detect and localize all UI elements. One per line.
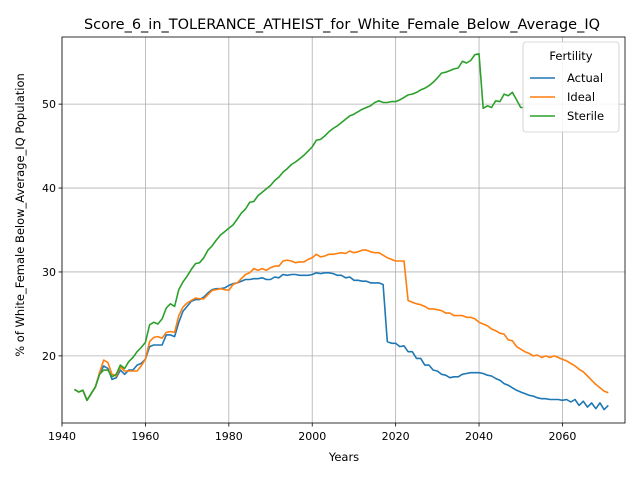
legend-label-sterile: Sterile xyxy=(567,109,604,123)
x-tick-label: 1980 xyxy=(215,430,243,443)
x-tick-label: 2000 xyxy=(298,430,326,443)
series-lines xyxy=(74,53,609,411)
y-tick-label: 50 xyxy=(42,98,56,111)
chart-title: Score_6_in_TOLERANCE_ATHEIST_for_White_F… xyxy=(84,17,600,33)
x-axis-label: Years xyxy=(328,450,359,464)
plot-frame xyxy=(61,36,626,424)
y-tick-label: 20 xyxy=(42,350,56,363)
x-tick-label: 2020 xyxy=(382,430,410,443)
series-line-sterile xyxy=(74,53,525,402)
x-tick-label: 1960 xyxy=(131,430,159,443)
series-line-ideal xyxy=(74,249,609,402)
legend-label-actual: Actual xyxy=(567,71,603,85)
y-tick-label: 30 xyxy=(42,266,56,279)
x-tick-label: 2040 xyxy=(465,430,493,443)
x-tick-label: 2060 xyxy=(548,430,576,443)
legend-title: Fertility xyxy=(549,49,592,63)
series-line-actual xyxy=(74,272,609,411)
legend-box xyxy=(522,41,620,133)
y-axis-label: % of White_Female Below_Average_IQ Popul… xyxy=(13,73,27,357)
legend-label-ideal: Ideal xyxy=(567,90,595,104)
axis-ticks: 1940 1960 1980 2000 2020 2040 2060 20 30 40 50 xyxy=(42,98,576,443)
y-tick-label: 40 xyxy=(42,182,56,195)
x-tick-label: 1940 xyxy=(48,430,76,443)
legend: Fertility Actual Ideal Sterile xyxy=(522,41,620,133)
